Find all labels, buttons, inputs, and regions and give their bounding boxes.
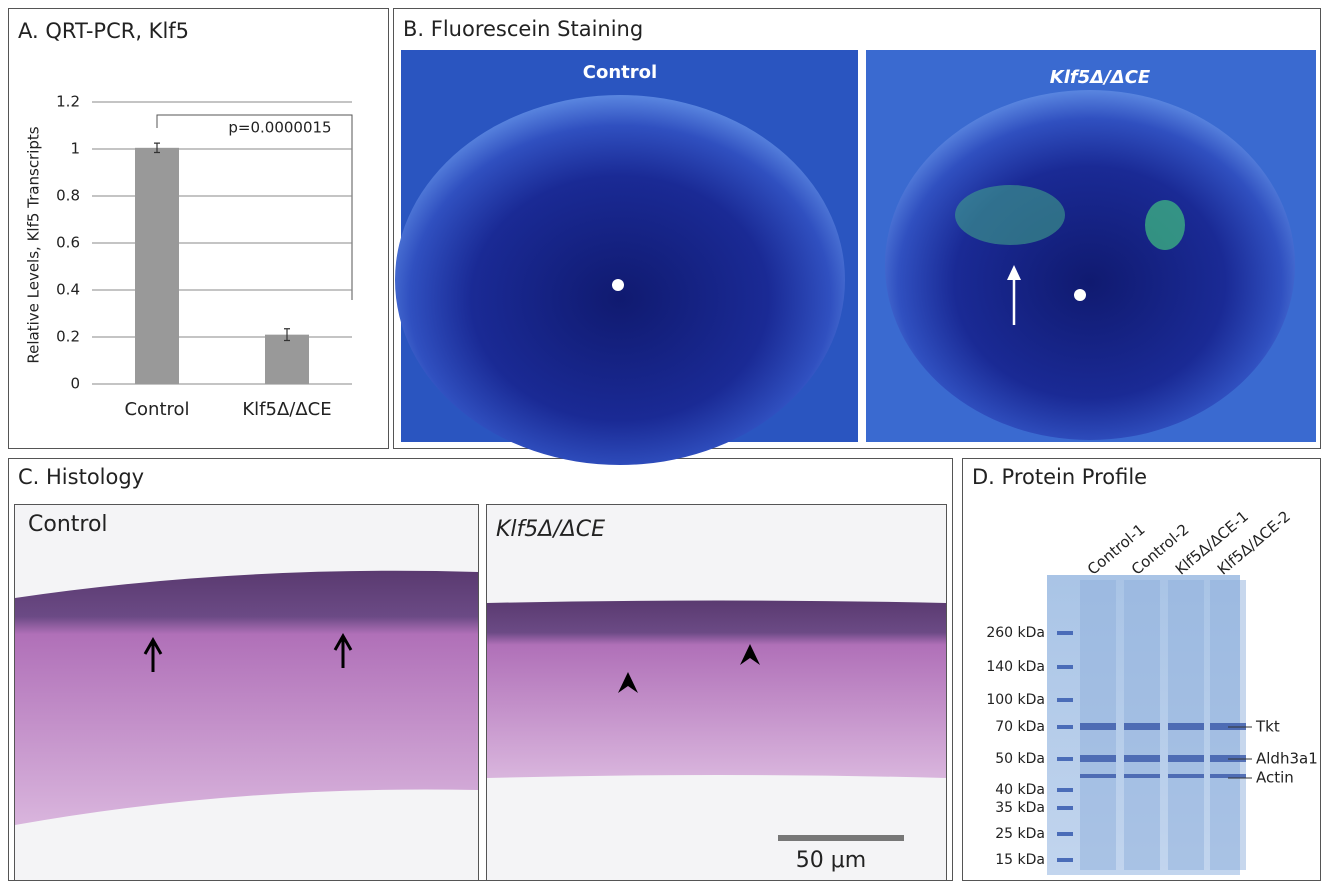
ladder-band (1057, 788, 1073, 792)
panel-title: D. Protein Profile (972, 465, 1147, 489)
band (1168, 774, 1204, 778)
y-tick-label: 0.6 (56, 234, 80, 252)
marker-label: 100 kDa (986, 692, 1045, 708)
y-tick-label: 1 (70, 140, 80, 158)
panel-title: B. Fluorescein Staining (403, 17, 643, 41)
band (1124, 755, 1160, 762)
panel-frame (9, 9, 389, 449)
reflection (1074, 289, 1086, 301)
band-label: Actin (1256, 769, 1294, 787)
x-tick-label: Control (124, 399, 189, 420)
marker-label: 50 kDa (995, 751, 1045, 767)
scale-bar-label: 50 μm (796, 848, 866, 873)
y-tick-label: 1.2 (56, 93, 80, 111)
marker-label: 35 kDa (995, 800, 1045, 816)
band (1124, 774, 1160, 778)
y-tick-label: 0.8 (56, 187, 80, 205)
band (1168, 755, 1204, 762)
marker-label: 70 kDa (995, 719, 1045, 735)
band (1080, 755, 1116, 762)
marker-label: 140 kDa (986, 659, 1045, 675)
band (1124, 723, 1160, 730)
marker-label: 15 kDa (995, 852, 1045, 868)
ladder-band (1057, 757, 1073, 761)
ladder-band (1057, 631, 1073, 635)
significance-bracket (157, 115, 352, 300)
marker-label: 25 kDa (995, 826, 1045, 842)
marker-label: 40 kDa (995, 782, 1045, 798)
ladder-band (1057, 832, 1073, 836)
band (1080, 774, 1116, 778)
ladder-band (1057, 725, 1073, 729)
ladder-band (1057, 806, 1073, 810)
ladder-band (1057, 858, 1073, 862)
ladder-band (1057, 665, 1073, 669)
band (1168, 723, 1204, 730)
tissue (15, 571, 478, 825)
eye (885, 90, 1295, 440)
stain (955, 185, 1065, 245)
y-tick-label: 0.2 (56, 328, 80, 346)
y-axis-label: Relative Levels, Klf5 Transcripts (25, 126, 43, 363)
image-label: Control (28, 512, 108, 537)
figure: A. QRT-PCR, Klf5 Relative Levels, Klf5 T… (0, 0, 1328, 884)
image-label: Klf5Δ/ΔCE (1050, 67, 1151, 88)
image-label: Control (583, 62, 657, 83)
panel-title: A. QRT-PCR, Klf5 (18, 19, 189, 43)
y-tick-label: 0 (70, 375, 80, 393)
bar (265, 335, 309, 384)
ladder-band (1057, 698, 1073, 702)
band-label: Tkt (1255, 718, 1280, 736)
bar (135, 148, 179, 384)
band-label: Aldh3a1 (1256, 750, 1318, 768)
reflection (612, 279, 624, 291)
marker-label: 260 kDa (986, 625, 1045, 641)
panel-title: C. Histology (18, 465, 144, 489)
band (1210, 774, 1246, 778)
stain (1145, 200, 1185, 250)
x-tick-label: Klf5Δ/ΔCE (242, 399, 331, 420)
lane-label: Klf5Δ/ΔCE-2 (1214, 507, 1294, 578)
band (1080, 723, 1116, 730)
image-label: Klf5Δ/ΔCE (496, 517, 605, 542)
tissue (487, 601, 946, 779)
y-tick-label: 0.4 (56, 281, 80, 299)
annotation: p=0.0000015 (228, 119, 331, 137)
